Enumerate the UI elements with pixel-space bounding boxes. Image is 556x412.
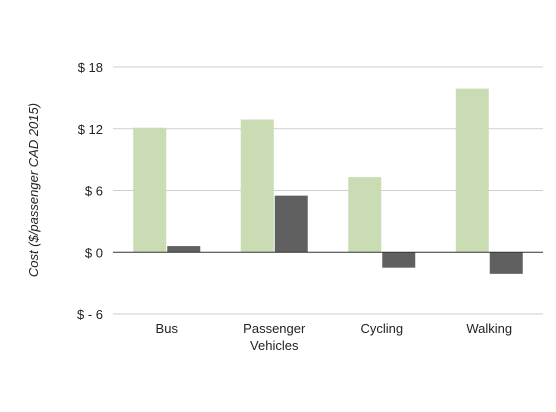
bar: [382, 252, 416, 268]
bar: [348, 177, 382, 253]
bar: [133, 127, 167, 253]
y-tick-label: $ 18: [78, 60, 103, 75]
y-tick-label: $ 6: [85, 184, 103, 199]
x-category-label: Cycling: [360, 321, 403, 336]
x-category-label: Walking: [466, 321, 512, 336]
y-tick-label: $ 0: [85, 245, 103, 260]
y-tick-label: $ - 6: [77, 307, 103, 322]
labels: $ 18 $ 12 $ 6 $ 0 $ - 6 Bus Passenger Vehicles C…: [77, 60, 512, 353]
bar: [489, 252, 523, 274]
bar: [240, 119, 274, 253]
y-axis-title: Cost ($/passenger CAD 2015): [26, 103, 41, 277]
y-tick-label: $ 12: [78, 122, 103, 137]
x-category-label: Passenger Vehicles: [243, 321, 306, 353]
bar: [167, 246, 201, 253]
x-category-label: Bus: [156, 321, 179, 336]
bar: [274, 195, 308, 253]
bar: [455, 88, 489, 253]
bars: [133, 88, 523, 274]
